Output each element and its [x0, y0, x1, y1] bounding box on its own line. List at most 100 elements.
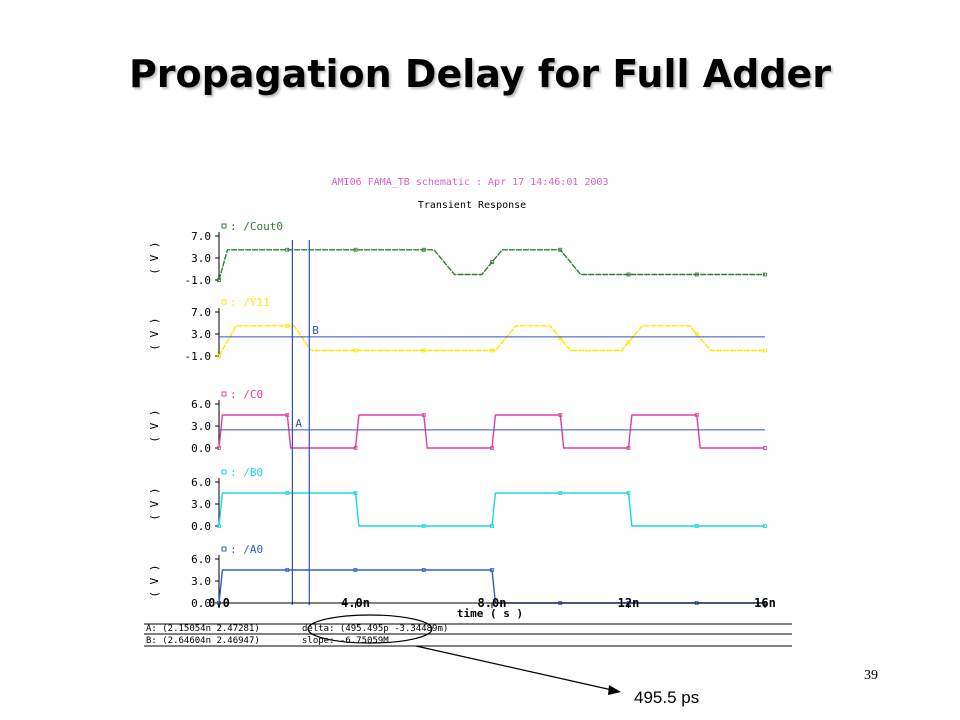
y-tick-label: 3.0 [191, 328, 211, 341]
y-tick-label: 6.0 [191, 553, 211, 566]
cursor-label: A [295, 417, 302, 430]
delay-callout-label: 495.5 ps [634, 688, 700, 707]
legend-marker [221, 469, 227, 475]
waveform-marker [763, 446, 767, 450]
waveform-c0 [218, 414, 765, 449]
y-tick-label: 3.0 [191, 498, 211, 511]
panel-4: 6.0 3.0 0.0 ( V ) : /A0 [148, 543, 767, 610]
series-name: : /Y11 [230, 296, 270, 309]
waveform-marker [353, 568, 358, 572]
waveform-cout0 [218, 249, 765, 281]
waveform-marker [421, 247, 426, 252]
callout-arrow [415, 645, 613, 691]
waveform-marker [694, 332, 699, 336]
waveform-marker [490, 348, 494, 353]
waveform-marker [285, 568, 290, 572]
waveform-marker [285, 323, 290, 328]
page-number: 39 [864, 668, 878, 683]
y-axis-label: ( V ) [148, 409, 161, 442]
waveform-marker [558, 491, 563, 495]
x-tick-label: 4.0n [341, 596, 370, 610]
x-axis-label: time ( s ) [457, 607, 523, 620]
waveform-marker [694, 272, 699, 277]
legend-marker [221, 391, 227, 397]
waveform-marker [626, 491, 631, 495]
waveform-b0 [218, 492, 765, 527]
y-axis-label: ( V ) [148, 241, 161, 274]
y-tick-label: 0.0 [191, 597, 211, 610]
y-tick-label: 0.0 [191, 442, 211, 455]
legend-marker [221, 546, 227, 552]
waveform-marker [217, 446, 221, 450]
waveform-marker [558, 247, 563, 252]
readout-cursor-a: A: (2.15054n 2.47281) [146, 624, 260, 634]
waveform-marker [217, 524, 221, 528]
waveform-marker [421, 348, 426, 353]
chart-subtitle: Transient Response [418, 200, 526, 211]
panel-0: 7.0 3.0 -1.0 ( V ) : /Cout0 [148, 220, 767, 287]
waveform-marker [421, 568, 426, 572]
waveform-marker [421, 524, 426, 528]
waveform-marker [490, 260, 494, 265]
y-axis-label: ( V ) [148, 564, 161, 597]
series-name: : /A0 [230, 543, 263, 556]
x-axis: 0.0 4.0n 8.0n 12n 16n [208, 596, 776, 610]
waveform-marker [763, 272, 767, 277]
readout-cursor-b: B: (2.64604n 2.46947) [146, 636, 260, 646]
series-name: : /C0 [230, 388, 263, 401]
panel-2: 6.0 3.0 0.0 ( V ) : /C0 [148, 388, 767, 455]
waveform-marker [626, 446, 631, 450]
y-tick-label: 7.0 [191, 230, 211, 243]
y-tick-label: -1.0 [185, 350, 212, 363]
y-tick-label: 0.0 [191, 520, 211, 533]
waveform-marker [285, 413, 290, 417]
waveform-marker [353, 491, 358, 495]
waveform-marker [353, 446, 358, 450]
y-tick-label: 6.0 [191, 476, 211, 489]
slide-title: Propagation Delay for Full Adder [128, 52, 832, 96]
waveform-marker [421, 413, 426, 417]
waveform-marker [285, 247, 290, 252]
waveform-marker [763, 348, 767, 353]
cursor-lines: AB [219, 240, 765, 605]
series-name: : /Cout0 [230, 220, 283, 233]
readout-delta: delta: (495.495p -3.34489m) [302, 624, 448, 634]
x-tick-label: 8.0n [478, 596, 507, 610]
y-tick-label: -1.0 [185, 274, 212, 287]
waveform-marker [217, 354, 221, 358]
y-tick-label: 6.0 [191, 398, 211, 411]
waveform-marker [490, 446, 494, 450]
y-tick-label: 3.0 [191, 575, 211, 588]
x-tick-label: 12n [618, 596, 640, 610]
waveform-panels: 7.0 3.0 -1.0 ( V ) : /Cout0 7.0 3.0 -1.0 ( V ) : … [148, 220, 767, 610]
waveform-marker [353, 348, 358, 353]
chart-title: AMI06 FAMA_TB schematic : Apr 17 14:46:0… [332, 177, 609, 188]
x-tick-label: 16n [754, 596, 776, 610]
y-tick-label: 3.0 [191, 252, 211, 265]
cursor-label: B [312, 324, 319, 337]
waveform-marker [490, 568, 494, 572]
legend-marker [221, 223, 227, 229]
panel-1: 7.0 3.0 -1.0 ( V ) : /Y11 [148, 296, 767, 363]
waveform-marker [626, 340, 631, 345]
waveform-marker [558, 413, 563, 417]
legend-marker [221, 299, 227, 305]
y-tick-label: 3.0 [191, 420, 211, 433]
x-tick-label: 0.0 [208, 596, 230, 610]
waveform-marker [217, 278, 221, 282]
panel-3: 6.0 3.0 0.0 ( V ): /B0 [148, 466, 767, 533]
waveform-marker [285, 491, 290, 495]
waveform-y11 [218, 325, 765, 357]
waveform-marker [694, 413, 699, 417]
y-axis-label: ( V ) [148, 487, 161, 520]
waveform-marker [763, 524, 767, 528]
callout-arrowhead [608, 685, 621, 695]
y-tick-label: 7.0 [191, 306, 211, 319]
waveform-marker [626, 272, 631, 277]
waveform-marker [353, 247, 358, 252]
delta-highlight-ellipse [307, 614, 433, 644]
waveform-marker [490, 524, 494, 528]
readout-slope: slope: -6.75059M [302, 636, 389, 646]
y-axis-label: ( V ) [148, 317, 161, 350]
